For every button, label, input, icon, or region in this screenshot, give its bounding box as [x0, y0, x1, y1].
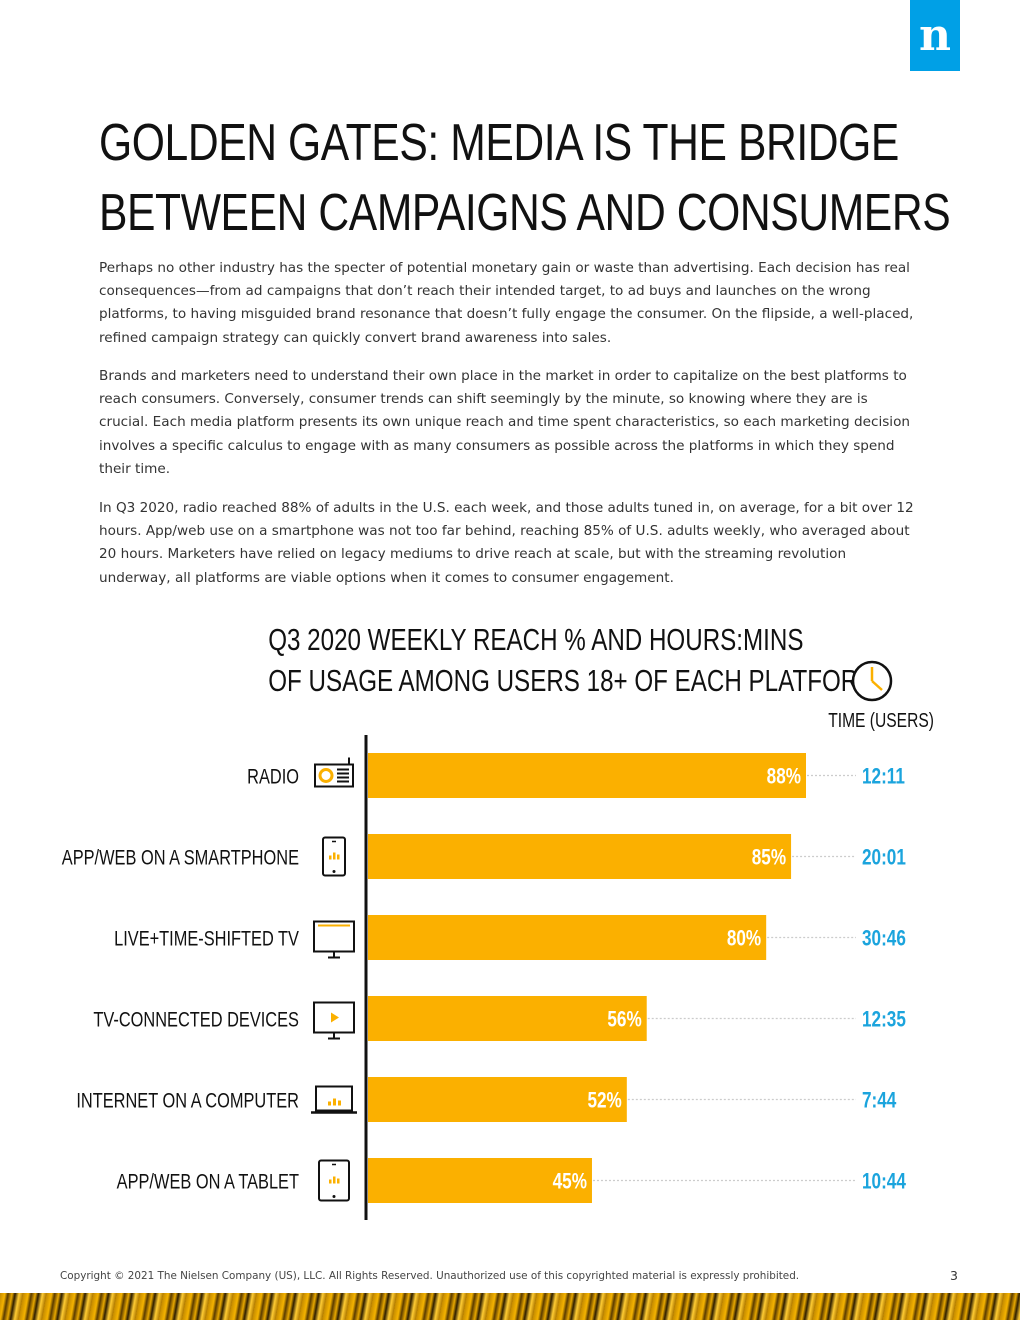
nielsen-logo: n — [910, 0, 960, 71]
bar-value-label-6: 45% — [553, 1170, 588, 1195]
category-label-4: TV-CONNECTED DEVICES — [93, 1008, 299, 1031]
chart-title-line-1: Q3 2020 WEEKLY REACH % AND HOURS:MINS — [268, 622, 804, 657]
bar-3 — [368, 915, 767, 960]
time-label-2: 20:01 — [862, 846, 906, 871]
tablet-icon — [318, 1159, 350, 1202]
bar-4 — [368, 996, 647, 1041]
bar-value-label-4: 56% — [607, 1008, 642, 1033]
clock-icon — [851, 660, 893, 702]
bar-value-label-2: 85% — [752, 846, 787, 871]
tv-icon — [313, 920, 355, 959]
bar-value-label-1: 88% — [767, 765, 802, 790]
category-label-2: APP/WEB ON A SMARTPHONE — [62, 846, 299, 869]
time-column-header: TIME (USERS) — [828, 710, 934, 732]
body-paragraph-1: Perhaps no other industry has the specte… — [99, 260, 914, 346]
tv-connected-device-icon — [313, 1001, 355, 1040]
bar-value-label-3: 80% — [727, 927, 762, 952]
time-label-6: 10:44 — [862, 1170, 906, 1195]
category-label-1: RADIO — [247, 765, 299, 788]
bar-value-label-5: 52% — [587, 1089, 622, 1114]
body-paragraph-2: Brands and marketers need to understand … — [99, 368, 911, 477]
radio-icon — [314, 757, 354, 788]
time-label-4: 12:35 — [862, 1008, 906, 1033]
decorative-footer-stripe — [0, 1293, 1020, 1320]
bar-1 — [368, 753, 806, 798]
copyright-notice: Copyright © 2021 The Nielsen Company (US… — [60, 1270, 800, 1282]
bar-2 — [368, 834, 792, 879]
computer-icon — [311, 1085, 357, 1114]
time-label-5: 7:44 — [862, 1089, 896, 1114]
smartphone-icon — [322, 836, 346, 877]
category-label-6: APP/WEB ON A TABLET — [117, 1170, 300, 1193]
bar-6 — [368, 1158, 592, 1203]
logo-letter: n — [919, 10, 951, 61]
category-label-5: INTERNET ON A COMPUTER — [76, 1089, 299, 1112]
bar-5 — [368, 1077, 627, 1122]
body-paragraph-3: In Q3 2020, radio reached 88% of adults … — [99, 500, 914, 586]
time-label-3: 30:46 — [862, 927, 906, 952]
time-label-1: 12:11 — [862, 765, 905, 790]
category-label-3: LIVE+TIME-SHIFTED TV — [114, 927, 299, 950]
page-number: 3 — [950, 1268, 958, 1283]
headline-line-1: GOLDEN GATES: MEDIA IS THE BRIDGE — [99, 114, 899, 172]
